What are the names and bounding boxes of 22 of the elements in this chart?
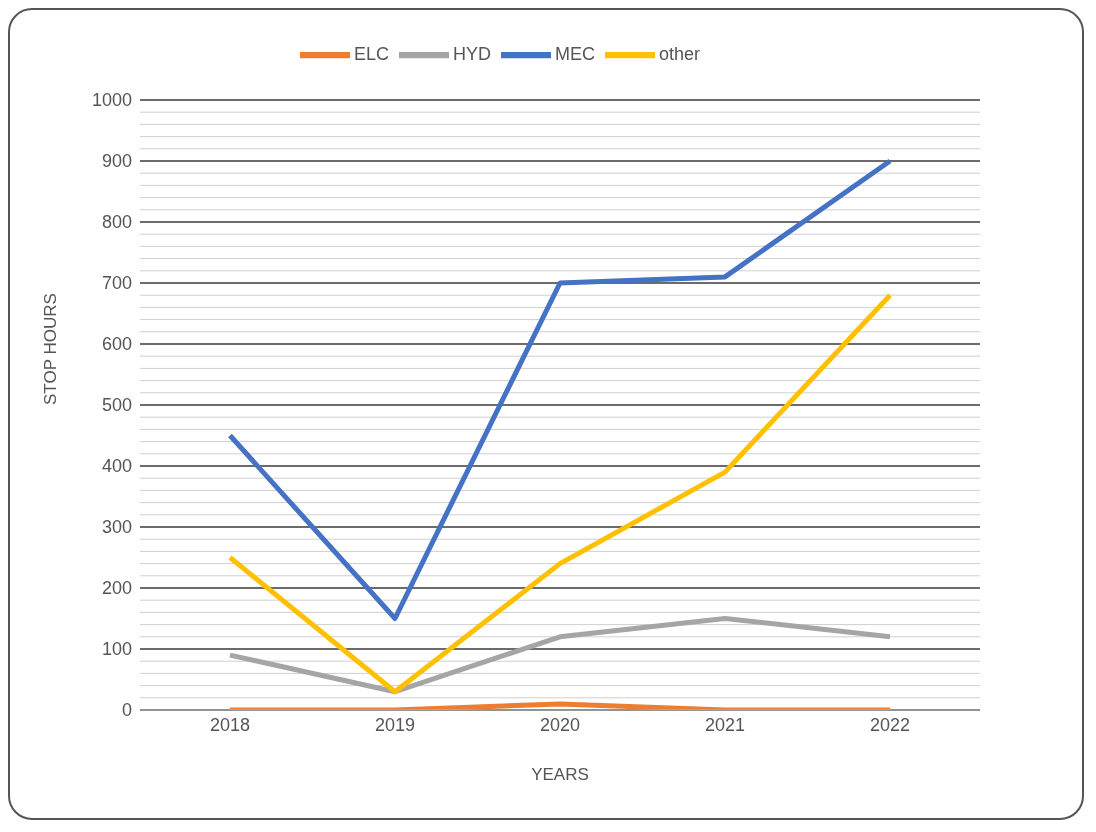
y-axis-title: STOP HOURS [41,293,61,405]
legend-label: MEC [555,43,595,64]
legend-label: other [659,43,701,64]
legend-label: ELC [353,43,389,64]
y-tick-label: 200 [101,578,132,599]
legend-label: HYD [452,43,491,64]
y-tick-label: 500 [101,395,132,416]
y-tick-label: 0 [121,700,132,721]
x-tick-label: 2020 [539,714,581,735]
x-tick-label: 2019 [374,714,416,735]
x-tick-label: 2018 [209,714,251,735]
y-tick-label: 800 [101,212,132,233]
x-tick-label: 2022 [869,714,911,735]
y-tick-label: 400 [101,456,132,477]
x-tick-label: 2021 [704,714,746,735]
y-tick-label: 900 [101,151,132,172]
y-tick-label: 300 [101,517,132,538]
y-tick-label: 1000 [91,90,132,111]
x-axis-title: YEARS [531,765,589,784]
y-tick-label: 700 [101,273,132,294]
y-tick-label: 100 [101,639,132,660]
y-tick-label: 600 [101,334,132,355]
